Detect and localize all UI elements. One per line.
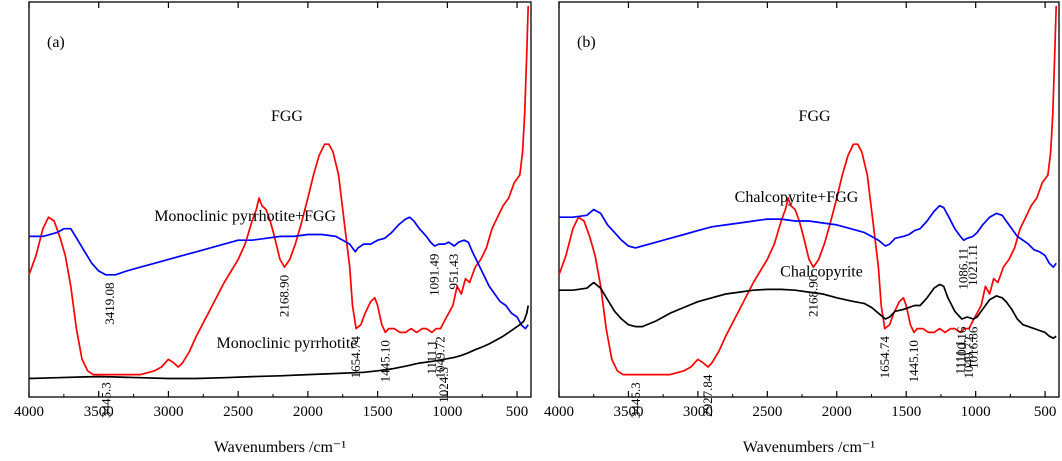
peak-label: 1091.49 (427, 254, 442, 296)
series-line-monoclinic-pyrrhotite-fgg (29, 216, 529, 330)
x-tick-label: 3500 (613, 404, 643, 420)
peak-label: 1049.72 (961, 336, 976, 378)
peak-label: 3445.3 (98, 382, 113, 418)
series-label: Chalcopyrite+FGG (735, 189, 859, 206)
series-label: FGG (799, 108, 831, 125)
x-tick-label: 1000 (432, 404, 462, 420)
peak-label: 951.43 (446, 254, 461, 290)
plot-frame (558, 1, 1060, 398)
peak-label: 1654.74 (877, 336, 892, 379)
x-tick-label: 3000 (683, 404, 713, 420)
x-tick-label: 500 (1034, 404, 1057, 420)
plot-frame (28, 1, 532, 398)
peak-label: 1445.10 (377, 340, 392, 382)
x-tick-label: 1500 (363, 404, 393, 420)
peak-label: 3419.08 (102, 282, 117, 324)
x-tick-label: 500 (506, 404, 529, 420)
x-tick-label: 1500 (891, 404, 921, 420)
peak-label: 2168.90 (805, 275, 820, 317)
panel-label: (b) (577, 34, 596, 51)
series-line-chalcopyrite (559, 281, 1057, 340)
peak-label: 1086.11 (956, 248, 971, 290)
x-tick-label: 4000 (544, 404, 574, 420)
series-line-fgg (28, 5, 530, 376)
x-tick-label: 3000 (153, 404, 183, 420)
peak-label: 1100.16 (954, 326, 969, 368)
peak-label: 3445.3 (628, 382, 643, 418)
x-tick-label: 2000 (822, 404, 852, 420)
peak-label: 1445.10 (906, 340, 921, 382)
series-line-fgg (558, 5, 1058, 376)
series-label: Monoclinic pyrrhotite (217, 335, 358, 352)
peak-label: 1049.72 (433, 336, 448, 378)
peak-label: 1021.11 (965, 244, 980, 286)
x-tick-label: 2500 (223, 404, 253, 420)
peak-label: 1654.74 (348, 336, 363, 379)
x-axis-title: Wavenumbers /cm⁻¹ (743, 439, 876, 456)
peak-label: 2927.84 (700, 374, 715, 417)
x-tick-label: 4000 (14, 404, 44, 420)
x-tick-label: 2000 (293, 404, 323, 420)
x-tick-label: 1000 (961, 404, 991, 420)
peak-label: 1111.1 (952, 340, 967, 374)
series-label: FGG (271, 108, 303, 125)
x-tick-label: 3500 (84, 404, 114, 420)
panel-b: 4000 3500 3000 2500 2000 1500 1000 500 Wavenumbe… (544, 1, 1060, 456)
series-line-monoclinic-pyrrhotite (28, 305, 530, 380)
x-tick-label: 2500 (752, 404, 782, 420)
peak-label: 1016.86 (965, 326, 980, 369)
series-label: Chalcopyrite (780, 264, 863, 281)
x-axis-title: Wavenumbers /cm⁻¹ (214, 439, 347, 456)
series-label: Monoclinic pyrrhotite+FGG (154, 208, 336, 225)
peak-label: 2168.90 (277, 275, 292, 317)
peak-label: 1024.3 (436, 367, 451, 403)
series-line-chalcopyrite-fgg (559, 204, 1057, 268)
panel-a: 4000 3500 3000 2500 2000 1500 1000 500 Wavenumbe… (14, 1, 532, 456)
peak-label: 1111.1 (424, 340, 439, 374)
panel-label: (a) (47, 34, 65, 51)
